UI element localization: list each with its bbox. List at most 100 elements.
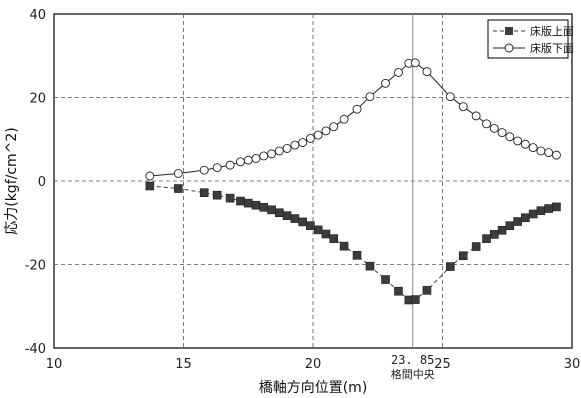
series-0-point-21 bbox=[381, 275, 390, 284]
series-1-point-29 bbox=[482, 119, 491, 129]
series-1-point-24 bbox=[410, 58, 420, 68]
series-0-point-16 bbox=[321, 229, 331, 239]
x-axis-label: 橋軸方向位置(m) bbox=[259, 380, 368, 396]
series-layer bbox=[145, 58, 561, 305]
series-0-point-18 bbox=[339, 241, 349, 251]
series-0-point-6 bbox=[243, 198, 253, 208]
series-0-point-17 bbox=[329, 234, 339, 243]
series-0-point-26 bbox=[445, 262, 455, 271]
series-0-point-0 bbox=[145, 181, 155, 191]
series-1-point-15 bbox=[313, 130, 323, 140]
series-1-point-8 bbox=[259, 151, 269, 161]
series-1-point-0 bbox=[145, 171, 155, 181]
series-1-point-18 bbox=[339, 114, 349, 124]
x-axis-ticks: 10 15 20 25 30 bbox=[46, 357, 581, 372]
series-1-point-26 bbox=[445, 92, 455, 102]
legend-marker-lower bbox=[504, 43, 514, 53]
series-0-point-30 bbox=[489, 230, 499, 239]
series-1-point-27 bbox=[458, 102, 468, 112]
series-0-point-33 bbox=[513, 217, 522, 226]
series-1-point-10 bbox=[274, 146, 284, 156]
legend-box bbox=[487, 19, 569, 59]
series-0-point-13 bbox=[298, 217, 307, 227]
series-1-point-1 bbox=[173, 169, 183, 178]
legend-marker-upper bbox=[505, 27, 513, 35]
series-1-point-7 bbox=[251, 154, 261, 163]
series-0-point-22 bbox=[394, 286, 403, 296]
series-1-point-34 bbox=[520, 139, 530, 149]
series-0-point-20 bbox=[365, 261, 375, 271]
y-axis-ticks: -40 -20 0 20 40 bbox=[25, 8, 46, 357]
y-tick-label-1: -20 bbox=[25, 259, 46, 274]
series-0-point-28 bbox=[471, 242, 481, 251]
series-1-point-16 bbox=[321, 126, 331, 136]
midspan-annotation: 23. 85 格間中央 bbox=[391, 14, 435, 381]
series-1-point-35 bbox=[528, 143, 538, 153]
series-1-point-13 bbox=[298, 138, 308, 148]
x-tick-label-3: 25 bbox=[434, 357, 451, 372]
legend-label-lower: 床版下面 bbox=[530, 41, 574, 55]
series-0-point-25 bbox=[422, 286, 432, 295]
series-0-point-7 bbox=[251, 200, 261, 210]
legend-label-upper: 床版上面 bbox=[530, 24, 574, 38]
grid-lines bbox=[54, 14, 572, 348]
series-0-point-1 bbox=[174, 184, 183, 193]
series-1-point-11 bbox=[282, 143, 292, 153]
series-0-point-12 bbox=[290, 214, 300, 223]
series-1-point-21 bbox=[381, 78, 390, 88]
x-tick-label-1: 15 bbox=[175, 357, 192, 372]
series-0-point-27 bbox=[458, 251, 468, 261]
series-1-point-4 bbox=[225, 160, 235, 170]
series-0-point-5 bbox=[236, 196, 245, 206]
series-0-point-35 bbox=[528, 209, 538, 219]
series-1-point-20 bbox=[365, 92, 375, 102]
series-0-point-31 bbox=[497, 225, 507, 235]
series-1-point-17 bbox=[329, 122, 339, 132]
series-0-point-15 bbox=[313, 225, 323, 235]
x-tick-label-2: 20 bbox=[305, 357, 322, 372]
series-1-point-14 bbox=[305, 133, 315, 143]
y-tick-label-2: 0 bbox=[38, 175, 46, 190]
series-1-point-9 bbox=[267, 149, 277, 159]
series-0-point-3 bbox=[212, 190, 222, 200]
midspan-value-label: 23. 85 bbox=[391, 353, 434, 367]
series-1-point-37 bbox=[544, 148, 554, 158]
x-tick-label-4: 30 bbox=[564, 357, 581, 372]
series-1-point-22 bbox=[394, 67, 403, 77]
series-0-point-11 bbox=[282, 211, 292, 220]
series-0-point-14 bbox=[306, 221, 315, 230]
series-1-point-12 bbox=[290, 140, 300, 150]
series-0-point-34 bbox=[521, 213, 530, 223]
series-0-point-2 bbox=[199, 188, 209, 197]
series-0-point-8 bbox=[259, 203, 269, 212]
midspan-text-label: 格間中央 bbox=[391, 367, 435, 381]
series-1-point-38 bbox=[552, 150, 561, 160]
series-1-point-6 bbox=[243, 155, 253, 165]
x-tick-label-0: 10 bbox=[46, 357, 63, 372]
y-axis-label: 応力(kgf/cm^2) bbox=[4, 127, 20, 235]
series-0-point-38 bbox=[552, 202, 561, 212]
y-tick-label-4: 40 bbox=[29, 8, 46, 23]
series-1-point-25 bbox=[422, 67, 432, 77]
series-0-point-19 bbox=[352, 251, 362, 260]
series-0 bbox=[145, 181, 561, 305]
series-1-point-32 bbox=[505, 132, 515, 142]
series-1-point-3 bbox=[212, 163, 222, 173]
series-0-point-36 bbox=[536, 206, 546, 215]
y-tick-label-0: -40 bbox=[25, 342, 46, 357]
y-tick-label-3: 20 bbox=[29, 92, 46, 107]
series-0-point-37 bbox=[544, 204, 553, 213]
series-1-point-36 bbox=[536, 146, 546, 156]
series-0-point-9 bbox=[267, 205, 276, 215]
series-0-point-24 bbox=[411, 295, 420, 304]
series-1-point-31 bbox=[497, 128, 507, 138]
series-1-point-33 bbox=[513, 136, 523, 146]
series-0-point-29 bbox=[482, 234, 491, 243]
series-1 bbox=[145, 58, 561, 181]
series-1-point-28 bbox=[471, 111, 481, 121]
series-0-point-10 bbox=[275, 208, 284, 218]
series-0-point-32 bbox=[505, 221, 515, 230]
series-0-point-4 bbox=[225, 193, 235, 203]
series-1-point-19 bbox=[352, 104, 362, 114]
